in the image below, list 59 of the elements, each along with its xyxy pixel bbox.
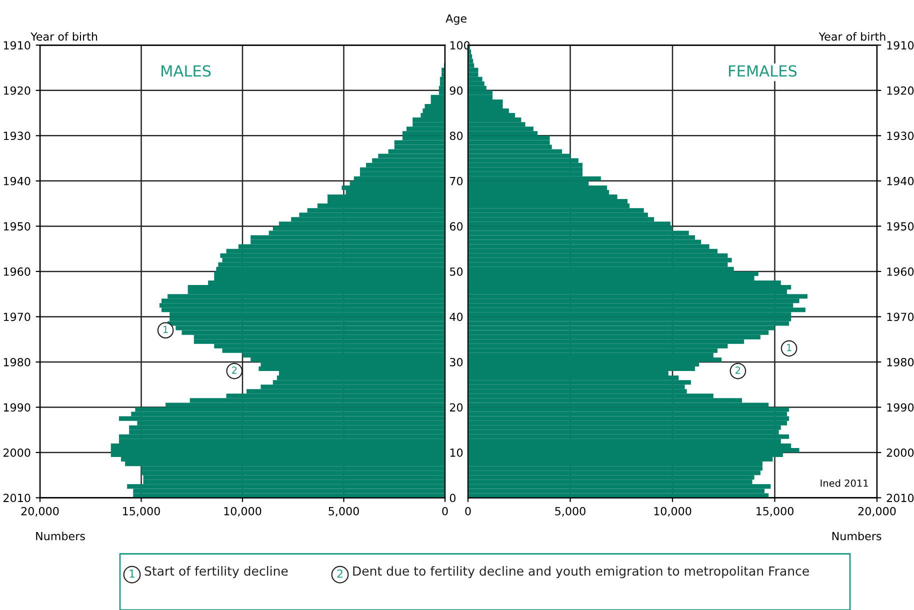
x-tick-label: 20,000 [858, 506, 896, 517]
y2-tick-label: 1980 [887, 358, 914, 366]
text: 1 [130, 570, 135, 578]
x-tick-label: 15,000 [756, 506, 794, 517]
y-tick-label: 50 [450, 267, 463, 276]
y2-tick-label: 1990 [4, 403, 30, 412]
y2-tick-label: 1910 [4, 41, 30, 50]
y-tick-label: 80 [450, 132, 463, 140]
y-tick-label: 10 [450, 448, 463, 457]
y2-tick-label: 1950 [887, 222, 914, 231]
y2-axis-title: Year of birth [30, 32, 98, 41]
x-tick-label: 5,000 [328, 506, 359, 517]
x-axis-title: Numbers [36, 532, 85, 540]
bar [424, 104, 445, 109]
y-tick-label: 60 [450, 222, 463, 231]
x-tick-label: 10,000 [224, 506, 262, 517]
y2-tick-label: 1940 [887, 176, 914, 186]
y2-tick-label: 1920 [887, 86, 914, 95]
y2-tick-label: 1940 [4, 176, 30, 186]
y-tick-label: 90 [450, 86, 463, 95]
y2-tick-label: 1950 [4, 222, 30, 231]
y-axis-title: Age [446, 14, 466, 25]
y2-axis-title: Year of birth [818, 32, 886, 41]
annotation: 1 [164, 326, 168, 333]
y-tick-label: 30 [450, 358, 463, 366]
y-tick-label: 20 [450, 403, 463, 412]
annotation: 2 [736, 366, 740, 374]
y2-tick-label: 1930 [4, 132, 30, 140]
y2-tick-label: 1910 [887, 41, 914, 50]
x-tick-label: 5,000 [555, 506, 586, 517]
y2-tick-label: 1990 [887, 403, 914, 412]
y2-tick-label: 1970 [4, 312, 30, 322]
y-tick-label: 70 [450, 176, 463, 186]
x-tick-label: 10,000 [654, 506, 692, 517]
annotation: 2 [232, 366, 237, 374]
x-tick-label: 15,000 [123, 506, 160, 517]
y2-tick-label: 1960 [4, 267, 30, 276]
y2-tick-label: 1960 [887, 267, 914, 276]
y2-tick-label: 1970 [887, 312, 914, 322]
y-tick-label: 0 [450, 494, 456, 502]
annotation: Ined 2011 [820, 479, 868, 487]
text: 2 [337, 569, 342, 578]
y2-tick-label: 2010 [886, 494, 914, 502]
annotation: 1 [787, 344, 792, 352]
text: FEMALES [729, 65, 797, 77]
y2-tick-label: 1930 [887, 132, 914, 140]
y2-tick-label: 1980 [4, 358, 30, 366]
x-tick-label: 20,000 [21, 506, 59, 517]
text: Start of fertility decline [144, 566, 288, 578]
y2-tick-label: 2000 [886, 448, 914, 457]
text: Dent due to fertility decline and youth emigration to metropolitan France [353, 566, 809, 578]
y2-tick-label: 2000 [4, 448, 30, 457]
x-axis-title: Numbers [832, 532, 882, 540]
x-tick-label: 0 [465, 506, 471, 516]
y-tick-label: 40 [450, 312, 463, 322]
y2-tick-label: 1920 [4, 86, 30, 95]
text: MALES [162, 65, 211, 77]
x-tick-label: 0 [442, 506, 448, 516]
y2-tick-label: 2010 [4, 494, 30, 502]
